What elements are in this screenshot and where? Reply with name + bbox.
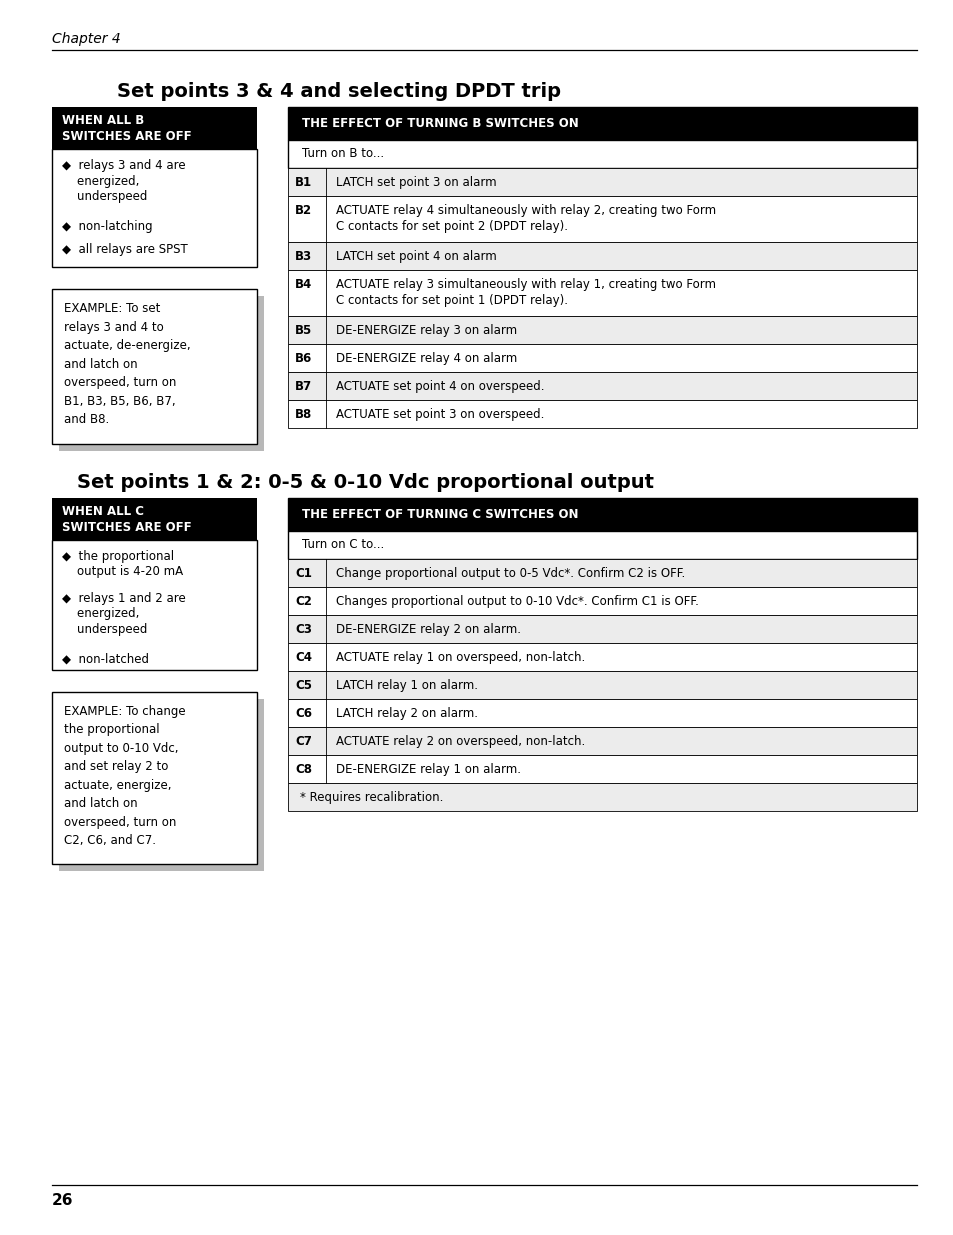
Text: 26: 26 [52, 1193, 73, 1208]
Text: C8: C8 [294, 763, 312, 776]
Text: EXAMPLE: To change
the proportional
output to 0‑10 Vdc,
and set relay 2 to
actua: EXAMPLE: To change the proportional outp… [64, 705, 186, 847]
FancyBboxPatch shape [288, 699, 916, 727]
Text: B6: B6 [294, 352, 312, 366]
FancyBboxPatch shape [288, 242, 916, 270]
FancyBboxPatch shape [288, 587, 916, 615]
Text: ACTUATE relay 2 on overspeed, non-latch.: ACTUATE relay 2 on overspeed, non-latch. [335, 735, 584, 748]
Text: C4: C4 [294, 651, 312, 664]
Text: Chapter 4: Chapter 4 [52, 32, 121, 46]
Text: C3: C3 [294, 622, 312, 636]
Text: ACTUATE set point 4 on overspeed.: ACTUATE set point 4 on overspeed. [335, 380, 544, 393]
FancyBboxPatch shape [288, 755, 916, 783]
FancyBboxPatch shape [288, 345, 916, 372]
Text: THE EFFECT OF TURNING C SWITCHES ON: THE EFFECT OF TURNING C SWITCHES ON [302, 508, 578, 521]
FancyBboxPatch shape [288, 559, 916, 587]
Text: WHEN ALL C
SWITCHES ARE OFF: WHEN ALL C SWITCHES ARE OFF [62, 505, 192, 534]
FancyBboxPatch shape [52, 149, 256, 267]
Text: DE-ENERGIZE relay 1 on alarm.: DE-ENERGIZE relay 1 on alarm. [335, 763, 520, 776]
Text: ◆  non-latched: ◆ non-latched [62, 652, 149, 666]
FancyBboxPatch shape [59, 699, 264, 871]
Text: LATCH set point 3 on alarm: LATCH set point 3 on alarm [335, 177, 497, 189]
Text: B8: B8 [294, 408, 312, 421]
Text: Turn on B to...: Turn on B to... [302, 147, 384, 161]
Text: C7: C7 [294, 735, 312, 748]
FancyBboxPatch shape [288, 783, 916, 811]
FancyBboxPatch shape [52, 498, 256, 540]
FancyBboxPatch shape [288, 140, 916, 168]
Text: C6: C6 [294, 706, 312, 720]
Text: * Requires recalibration.: * Requires recalibration. [299, 790, 443, 804]
Text: B5: B5 [294, 324, 312, 337]
Text: B2: B2 [294, 204, 312, 217]
Text: ACTUATE relay 4 simultaneously with relay 2, creating two Form
C contacts for se: ACTUATE relay 4 simultaneously with rela… [335, 204, 716, 233]
FancyBboxPatch shape [52, 540, 256, 671]
FancyBboxPatch shape [288, 316, 916, 345]
FancyBboxPatch shape [52, 289, 256, 445]
Text: LATCH relay 2 on alarm.: LATCH relay 2 on alarm. [335, 706, 477, 720]
Text: ◆  relays 3 and 4 are
    energized,
    underspeed: ◆ relays 3 and 4 are energized, underspe… [62, 159, 186, 203]
Text: THE EFFECT OF TURNING B SWITCHES ON: THE EFFECT OF TURNING B SWITCHES ON [302, 117, 578, 130]
Text: ◆  all relays are SPST: ◆ all relays are SPST [62, 243, 188, 256]
Text: Changes proportional output to 0-10 Vdc*. Confirm C1 is OFF.: Changes proportional output to 0-10 Vdc*… [335, 595, 699, 608]
Text: ACTUATE relay 1 on overspeed, non-latch.: ACTUATE relay 1 on overspeed, non-latch. [335, 651, 584, 664]
Text: C5: C5 [294, 679, 312, 692]
FancyBboxPatch shape [288, 270, 916, 316]
FancyBboxPatch shape [52, 107, 256, 149]
Text: LATCH relay 1 on alarm.: LATCH relay 1 on alarm. [335, 679, 477, 692]
Text: WHEN ALL B
SWITCHES ARE OFF: WHEN ALL B SWITCHES ARE OFF [62, 114, 192, 143]
FancyBboxPatch shape [288, 727, 916, 755]
Text: ACTUATE set point 3 on overspeed.: ACTUATE set point 3 on overspeed. [335, 408, 544, 421]
Text: Set points 1 & 2: 0‑5 & 0‑10 Vdc proportional output: Set points 1 & 2: 0‑5 & 0‑10 Vdc proport… [77, 473, 654, 492]
Text: Change proportional output to 0-5 Vdc*. Confirm C2 is OFF.: Change proportional output to 0-5 Vdc*. … [335, 567, 684, 580]
Text: B4: B4 [294, 278, 312, 291]
FancyBboxPatch shape [288, 531, 916, 559]
Text: Turn on C to...: Turn on C to... [302, 538, 384, 551]
FancyBboxPatch shape [52, 692, 256, 864]
Text: ◆  relays 1 and 2 are
    energized,
    underspeed: ◆ relays 1 and 2 are energized, underspe… [62, 592, 186, 636]
FancyBboxPatch shape [288, 671, 916, 699]
Text: ◆  non-latching: ◆ non-latching [62, 220, 152, 232]
FancyBboxPatch shape [288, 498, 916, 531]
FancyBboxPatch shape [288, 196, 916, 242]
Text: C1: C1 [294, 567, 312, 580]
Text: ACTUATE relay 3 simultaneously with relay 1, creating two Form
C contacts for se: ACTUATE relay 3 simultaneously with rela… [335, 278, 716, 308]
FancyBboxPatch shape [288, 372, 916, 400]
Text: LATCH set point 4 on alarm: LATCH set point 4 on alarm [335, 249, 497, 263]
FancyBboxPatch shape [288, 168, 916, 196]
Text: DE-ENERGIZE relay 3 on alarm: DE-ENERGIZE relay 3 on alarm [335, 324, 517, 337]
FancyBboxPatch shape [288, 615, 916, 643]
Text: B7: B7 [294, 380, 312, 393]
FancyBboxPatch shape [288, 107, 916, 140]
Text: EXAMPLE: To set
relays 3 and 4 to
actuate, de-energize,
and latch on
overspeed, : EXAMPLE: To set relays 3 and 4 to actuat… [64, 303, 191, 426]
FancyBboxPatch shape [288, 400, 916, 429]
Text: DE-ENERGIZE relay 2 on alarm.: DE-ENERGIZE relay 2 on alarm. [335, 622, 520, 636]
FancyBboxPatch shape [59, 296, 264, 451]
Text: ◆  the proportional
    output is 4-20 mA: ◆ the proportional output is 4-20 mA [62, 550, 183, 578]
Text: B1: B1 [294, 177, 312, 189]
Text: DE-ENERGIZE relay 4 on alarm: DE-ENERGIZE relay 4 on alarm [335, 352, 517, 366]
Text: B3: B3 [294, 249, 312, 263]
Text: C2: C2 [294, 595, 312, 608]
Text: Set points 3 & 4 and selecting DPDT trip: Set points 3 & 4 and selecting DPDT trip [117, 82, 560, 101]
FancyBboxPatch shape [288, 643, 916, 671]
